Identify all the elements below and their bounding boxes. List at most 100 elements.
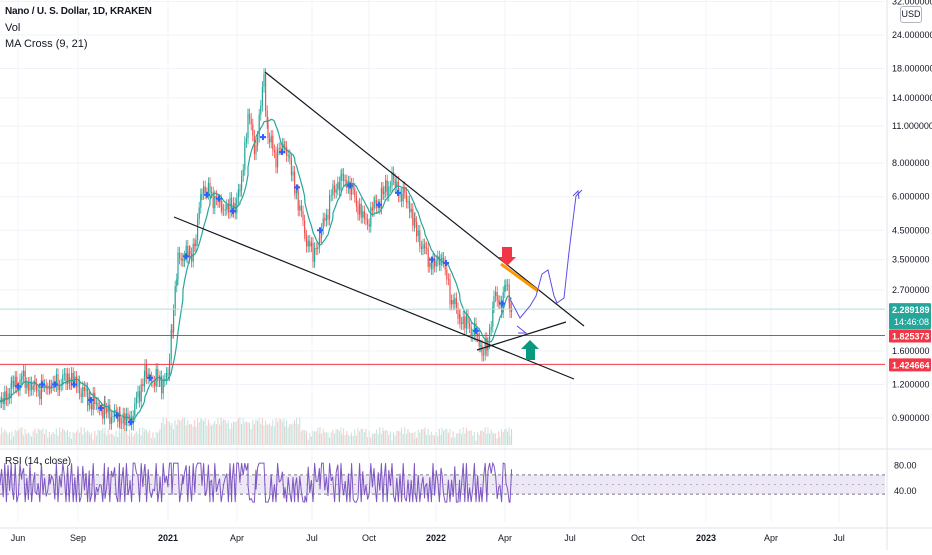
volume-bar [171,423,173,445]
candle-body [287,155,289,156]
level-price-label-2-value: 1.424664 [892,360,930,370]
volume-bar [182,423,184,445]
candle-body [354,188,356,197]
candle-body [9,393,11,399]
candle-body [315,248,317,250]
volume-bar [360,428,362,445]
candle-body [167,375,169,376]
candle-body [227,204,229,213]
candle-body [261,86,263,106]
candle-body [191,253,193,262]
volume-bar [359,431,361,445]
volume-bar [140,435,142,445]
candle-body [257,136,259,146]
candle-body [103,401,105,419]
candle-body [253,135,255,155]
candle-body [209,191,211,193]
time-tick-label: Apr [230,533,244,543]
candle-body [171,329,173,333]
candle-body [306,235,308,247]
volume-bar [383,431,385,445]
candle-body [325,214,327,221]
volume-bar [281,421,283,445]
price-tick-label: 32.000000 [892,0,932,6]
candle-body [135,397,137,404]
candle-body [65,373,67,385]
volume-bar [307,439,309,445]
candle-body [304,233,306,236]
candle-body [224,209,226,211]
volume-bar [324,432,326,445]
candle-body [340,175,342,191]
candle-body [391,172,393,187]
volume-bar [161,422,163,445]
candle-body [383,191,385,194]
volume-bar [370,437,372,445]
candle-body [127,413,129,421]
volume-bar [363,432,365,445]
candle-body [83,386,85,391]
volume-bar [135,431,137,445]
time-tick-label: 2023 [696,533,716,543]
candle-body [496,291,498,301]
candle-body [16,376,18,388]
volume-bar [509,435,511,445]
candle-body [200,194,202,208]
candle-body [247,114,249,116]
volume-bar [371,433,373,445]
volume-bar [244,422,246,445]
volume-bar [335,429,337,445]
candle-body [461,322,463,325]
candle-body [211,191,213,193]
volume-bar [154,438,156,445]
candle-body [188,251,190,258]
volume-bar [118,428,120,445]
candle-body [405,192,407,203]
candle-body [115,409,117,413]
volume-bar [377,434,379,445]
volume-bar [224,420,226,445]
lower-trendline [173,216,575,380]
candle-body [0,402,1,404]
candle-body [382,187,384,194]
volume-bar [454,437,456,445]
volume-bar [187,419,189,445]
candle-body [7,393,9,401]
volume-bar [74,433,76,445]
rsi-tick-label: 80.00 [894,461,917,471]
candle-body [352,183,354,189]
volume-bar [483,431,485,445]
candle-body [447,278,449,280]
volume-bar [131,432,133,445]
volume-bar [75,431,77,445]
volume-bar [158,431,160,445]
price-tick-label: 1.200000 [892,379,930,389]
volume-bar [393,432,395,445]
candle-body [312,242,314,262]
current-price-label-value: 2.289189 [892,305,930,315]
candle-body [11,381,13,383]
candle-body [294,189,296,194]
rsi-tick-label: 40.00 [894,486,917,496]
volume-bar [386,430,388,445]
volume-bar [444,429,446,445]
currency-badge[interactable]: USD [900,6,922,23]
volume-bar [226,423,228,445]
volume-bar [21,427,23,445]
volume-bar [39,429,41,445]
candle-body [422,244,424,250]
volume-bar [102,427,104,445]
candle-body [438,256,440,265]
candle-body [77,381,79,388]
candle-body [296,190,298,194]
candle-body [112,416,114,418]
candle-body [88,396,90,406]
candle-body [37,390,39,392]
price-axis: 32.000000 24.000000 18.000000 14.000000 11.0… [892,0,932,496]
candle-body [440,259,442,265]
level-price-label-1-value: 1.825373 [892,332,930,342]
volume-bar [2,432,4,445]
volume-bar [379,427,381,445]
